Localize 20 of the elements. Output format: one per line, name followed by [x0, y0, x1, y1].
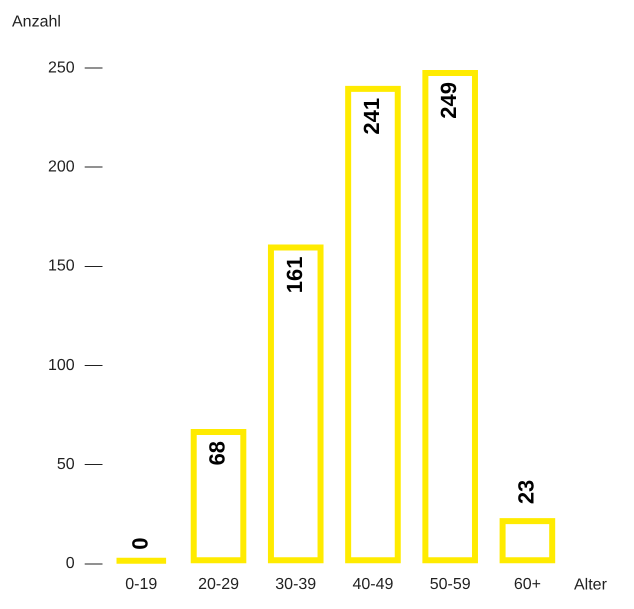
y-axis-title: Anzahl: [12, 13, 61, 30]
x-tick-label: 40-49: [352, 576, 394, 593]
y-tick-label: 250: [48, 59, 75, 76]
data-label: 0: [127, 538, 152, 550]
data-label: 23: [513, 480, 538, 504]
x-tick-label: 0-19: [125, 576, 158, 593]
data-label: 249: [436, 82, 462, 119]
data-label: 241: [359, 98, 384, 135]
x-tick-label: 60+: [514, 576, 541, 593]
y-tick-label: 200: [48, 158, 75, 176]
data-label: 68: [204, 440, 230, 466]
x-tick-label: 50-59: [430, 576, 471, 593]
y-tick-label: 0: [66, 555, 75, 572]
y-tick-label: 100: [48, 356, 75, 374]
y-tick-label: 150: [48, 258, 75, 275]
data-label: 161: [282, 256, 307, 294]
x-tick-label: 20-29: [198, 576, 240, 593]
x-axis-title: Alter: [574, 576, 608, 594]
y-tick-label: 50: [56, 456, 75, 474]
x-tick-label: 30-39: [275, 576, 316, 593]
